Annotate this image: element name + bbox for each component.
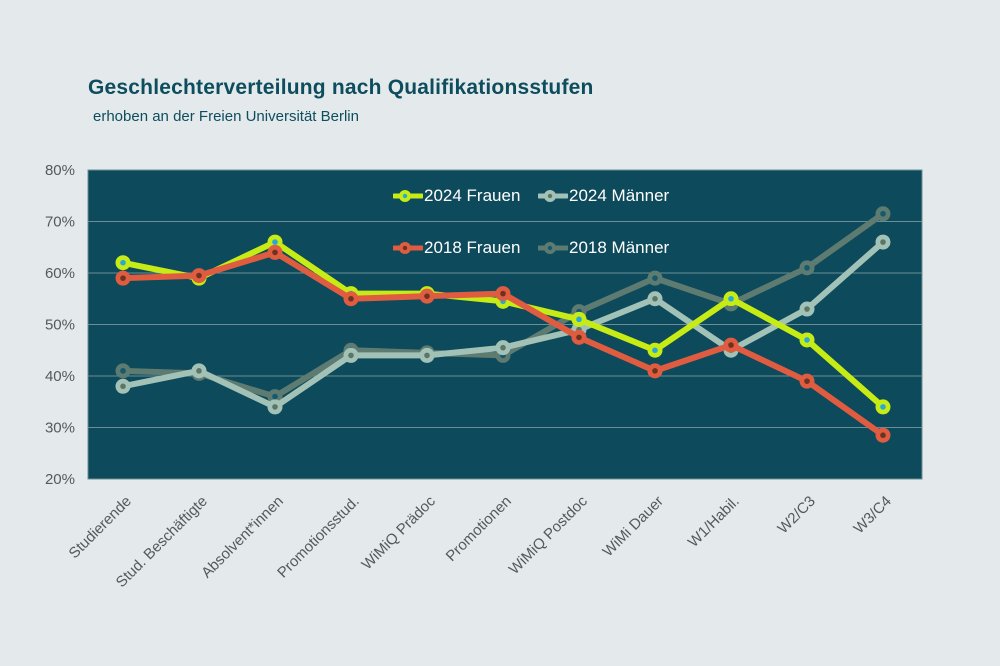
data-point-center-2024-frauen bbox=[728, 295, 734, 302]
legend-item-2018-frauen: 2018 Frauen bbox=[393, 239, 520, 256]
data-point-center-2024-m-nner bbox=[424, 352, 430, 359]
y-axis-tick-label: 60% bbox=[45, 265, 75, 282]
x-axis-tick-label: WiMiQ Postdoc bbox=[506, 492, 591, 577]
legend-marker-2024-maenner bbox=[538, 189, 568, 202]
legend-label: 2018 Frauen bbox=[424, 238, 521, 257]
data-point-center-2024-m-nner bbox=[804, 306, 810, 312]
x-axis-tick-label: W1/Habil. bbox=[685, 493, 743, 551]
data-point-center-2018-m-nner bbox=[880, 210, 886, 217]
x-axis-tick-label: WiMi Dauer bbox=[599, 493, 666, 560]
data-point-center-2024-frauen bbox=[652, 347, 658, 354]
y-axis-tick-label: 30% bbox=[45, 420, 75, 437]
data-point-center-2018-frauen bbox=[424, 293, 430, 299]
data-point-center-2024-m-nner bbox=[880, 239, 886, 245]
legend-marker-2018-frauen bbox=[393, 241, 423, 254]
legend-item-2018-maenner: 2018 Männer bbox=[538, 239, 669, 256]
data-point-center-2018-m-nner bbox=[272, 393, 278, 400]
data-point-center-2024-frauen bbox=[880, 404, 886, 410]
data-point-center-2024-m-nner bbox=[348, 352, 354, 359]
data-point-center-2024-m-nner bbox=[196, 368, 202, 374]
data-point-center-2018-m-nner bbox=[652, 275, 658, 281]
y-axis-tick-label: 50% bbox=[45, 317, 75, 334]
x-axis-tick-label: W2/C3 bbox=[774, 493, 818, 537]
data-point-center-2018-frauen bbox=[196, 272, 202, 279]
data-point-center-2024-frauen bbox=[272, 239, 278, 245]
legend-label: 2024 Männer bbox=[569, 186, 670, 205]
data-point-center-2018-m-nner bbox=[120, 368, 126, 374]
legend-marker-2024-frauen bbox=[393, 189, 423, 202]
x-axis-tick-label: Studierende bbox=[66, 493, 135, 562]
data-point-center-2018-frauen bbox=[272, 249, 278, 256]
y-axis-tick-label: 70% bbox=[45, 214, 75, 231]
data-point-center-2018-m-nner bbox=[804, 265, 810, 271]
x-axis-tick-label: WiMiQ Prädoc bbox=[358, 492, 439, 573]
legend-item-2024-maenner: 2024 Männer bbox=[538, 187, 669, 204]
data-point-center-2018-frauen bbox=[804, 378, 810, 384]
page-title: Geschlechterverteilung nach Qualifikatio… bbox=[88, 76, 594, 99]
x-axis-tick-label: Promotionen bbox=[443, 493, 515, 565]
data-point-center-2024-frauen bbox=[120, 259, 126, 266]
data-point-center-2018-frauen bbox=[348, 295, 354, 302]
data-point-center-2024-m-nner bbox=[652, 295, 658, 302]
y-axis-tick-label: 40% bbox=[45, 368, 75, 385]
legend-label: 2024 Frauen bbox=[424, 186, 521, 205]
x-axis-tick-label: W3/C4 bbox=[850, 493, 894, 537]
data-point-center-2024-m-nner bbox=[120, 383, 126, 390]
legend-label: 2018 Männer bbox=[569, 238, 670, 257]
data-point-center-2024-frauen bbox=[576, 316, 582, 323]
data-point-center-2018-frauen bbox=[576, 334, 582, 341]
data-point-center-2024-m-nner bbox=[272, 404, 278, 410]
legend-item-2024-frauen: 2024 Frauen bbox=[393, 187, 520, 204]
page-subtitle: erhoben an der Freien Universität Berlin bbox=[93, 108, 359, 125]
x-axis-tick-label: Promotionsstud. bbox=[274, 493, 363, 582]
data-point-center-2018-frauen bbox=[880, 432, 886, 439]
data-point-center-2018-frauen bbox=[120, 275, 126, 281]
data-point-center-2018-frauen bbox=[652, 368, 658, 374]
data-point-center-2024-frauen bbox=[804, 337, 810, 343]
x-axis-tick-label: Absolvent*innen bbox=[198, 493, 287, 582]
y-axis-tick-label: 80% bbox=[45, 162, 75, 179]
data-point-center-2024-m-nner bbox=[500, 344, 506, 351]
y-axis-tick-label: 20% bbox=[45, 471, 75, 488]
data-point-center-2018-frauen bbox=[500, 290, 506, 297]
legend-marker-2018-maenner bbox=[538, 241, 568, 254]
data-point-center-2018-frauen bbox=[728, 342, 734, 348]
